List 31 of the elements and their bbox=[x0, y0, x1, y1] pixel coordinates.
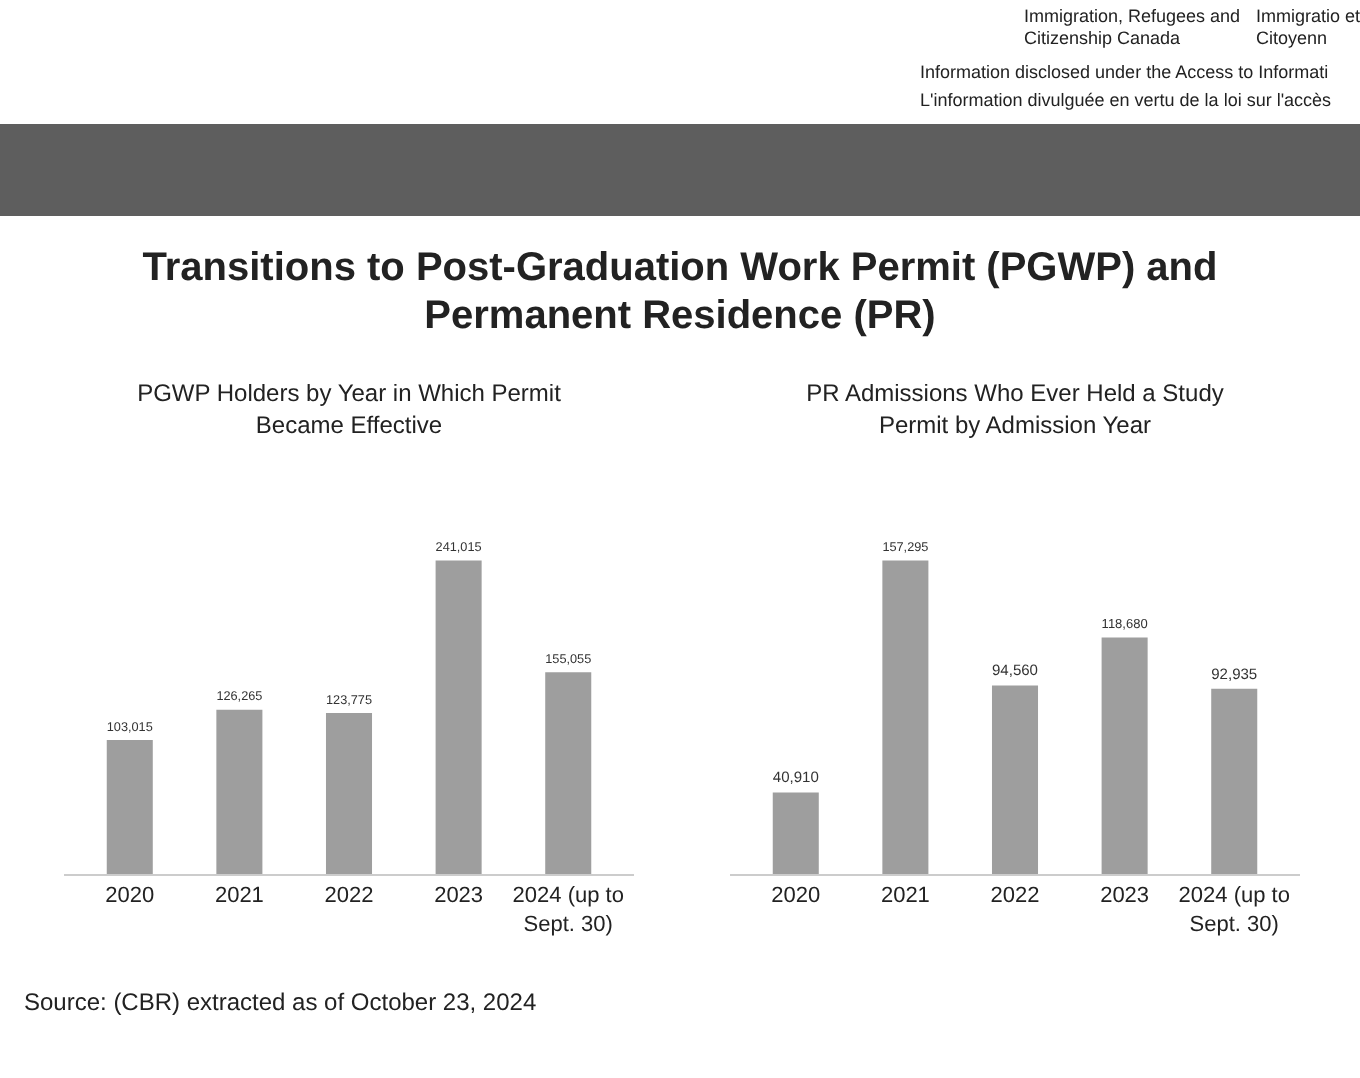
bar bbox=[216, 709, 263, 874]
chart-title: PR Admissions Who Ever Held a Study Permit by Admission Year bbox=[806, 379, 1224, 439]
x-tick-label: 2024 (up to Sept. 30) bbox=[512, 884, 624, 937]
x-tick-label: 2020 bbox=[771, 884, 821, 909]
text: Immigration, Refugees and Citizenship Canada bbox=[1024, 6, 1243, 50]
x-tick-label: 2024 (up to Sept. 30) bbox=[1178, 884, 1290, 937]
x-tick-label: 2023 bbox=[1100, 884, 1150, 909]
data-label: 40,910 bbox=[772, 768, 819, 787]
text: Information disclosed under the Access to Informati bbox=[920, 62, 1331, 84]
x-tick-label: 2023 bbox=[434, 884, 484, 909]
chart-title: PGWP Holders by Year in Which Permit Became Effective bbox=[137, 379, 563, 439]
bar bbox=[325, 713, 373, 874]
bar bbox=[772, 792, 819, 874]
text: Transitions to Post-Graduation Work Permit (PGWP) and Permanent Residence (PR) bbox=[140, 244, 1220, 340]
x-tick-label: 2021 bbox=[214, 884, 264, 909]
x-tick-label: 2020 bbox=[105, 884, 155, 909]
data-label: 92,935 bbox=[1211, 664, 1258, 683]
bar bbox=[1101, 637, 1148, 874]
bar bbox=[435, 560, 482, 874]
bar bbox=[545, 672, 592, 874]
bar bbox=[1211, 688, 1258, 874]
bar bbox=[882, 560, 929, 874]
x-tick-label: 2021 bbox=[880, 884, 930, 909]
x-tick-label: 2022 bbox=[324, 884, 374, 909]
bar bbox=[106, 740, 153, 874]
x-tick-label: 2022 bbox=[990, 884, 1040, 909]
source-note: Source: (CBR) extracted as of October 23, 2024 bbox=[24, 988, 539, 1017]
bar bbox=[991, 685, 1039, 874]
text: L'information divulguée en vertu de la loi sur l'accès bbox=[920, 90, 1334, 112]
text: Immigratio et Citoyenn bbox=[1256, 6, 1360, 50]
data-label: 94,560 bbox=[992, 661, 1038, 680]
